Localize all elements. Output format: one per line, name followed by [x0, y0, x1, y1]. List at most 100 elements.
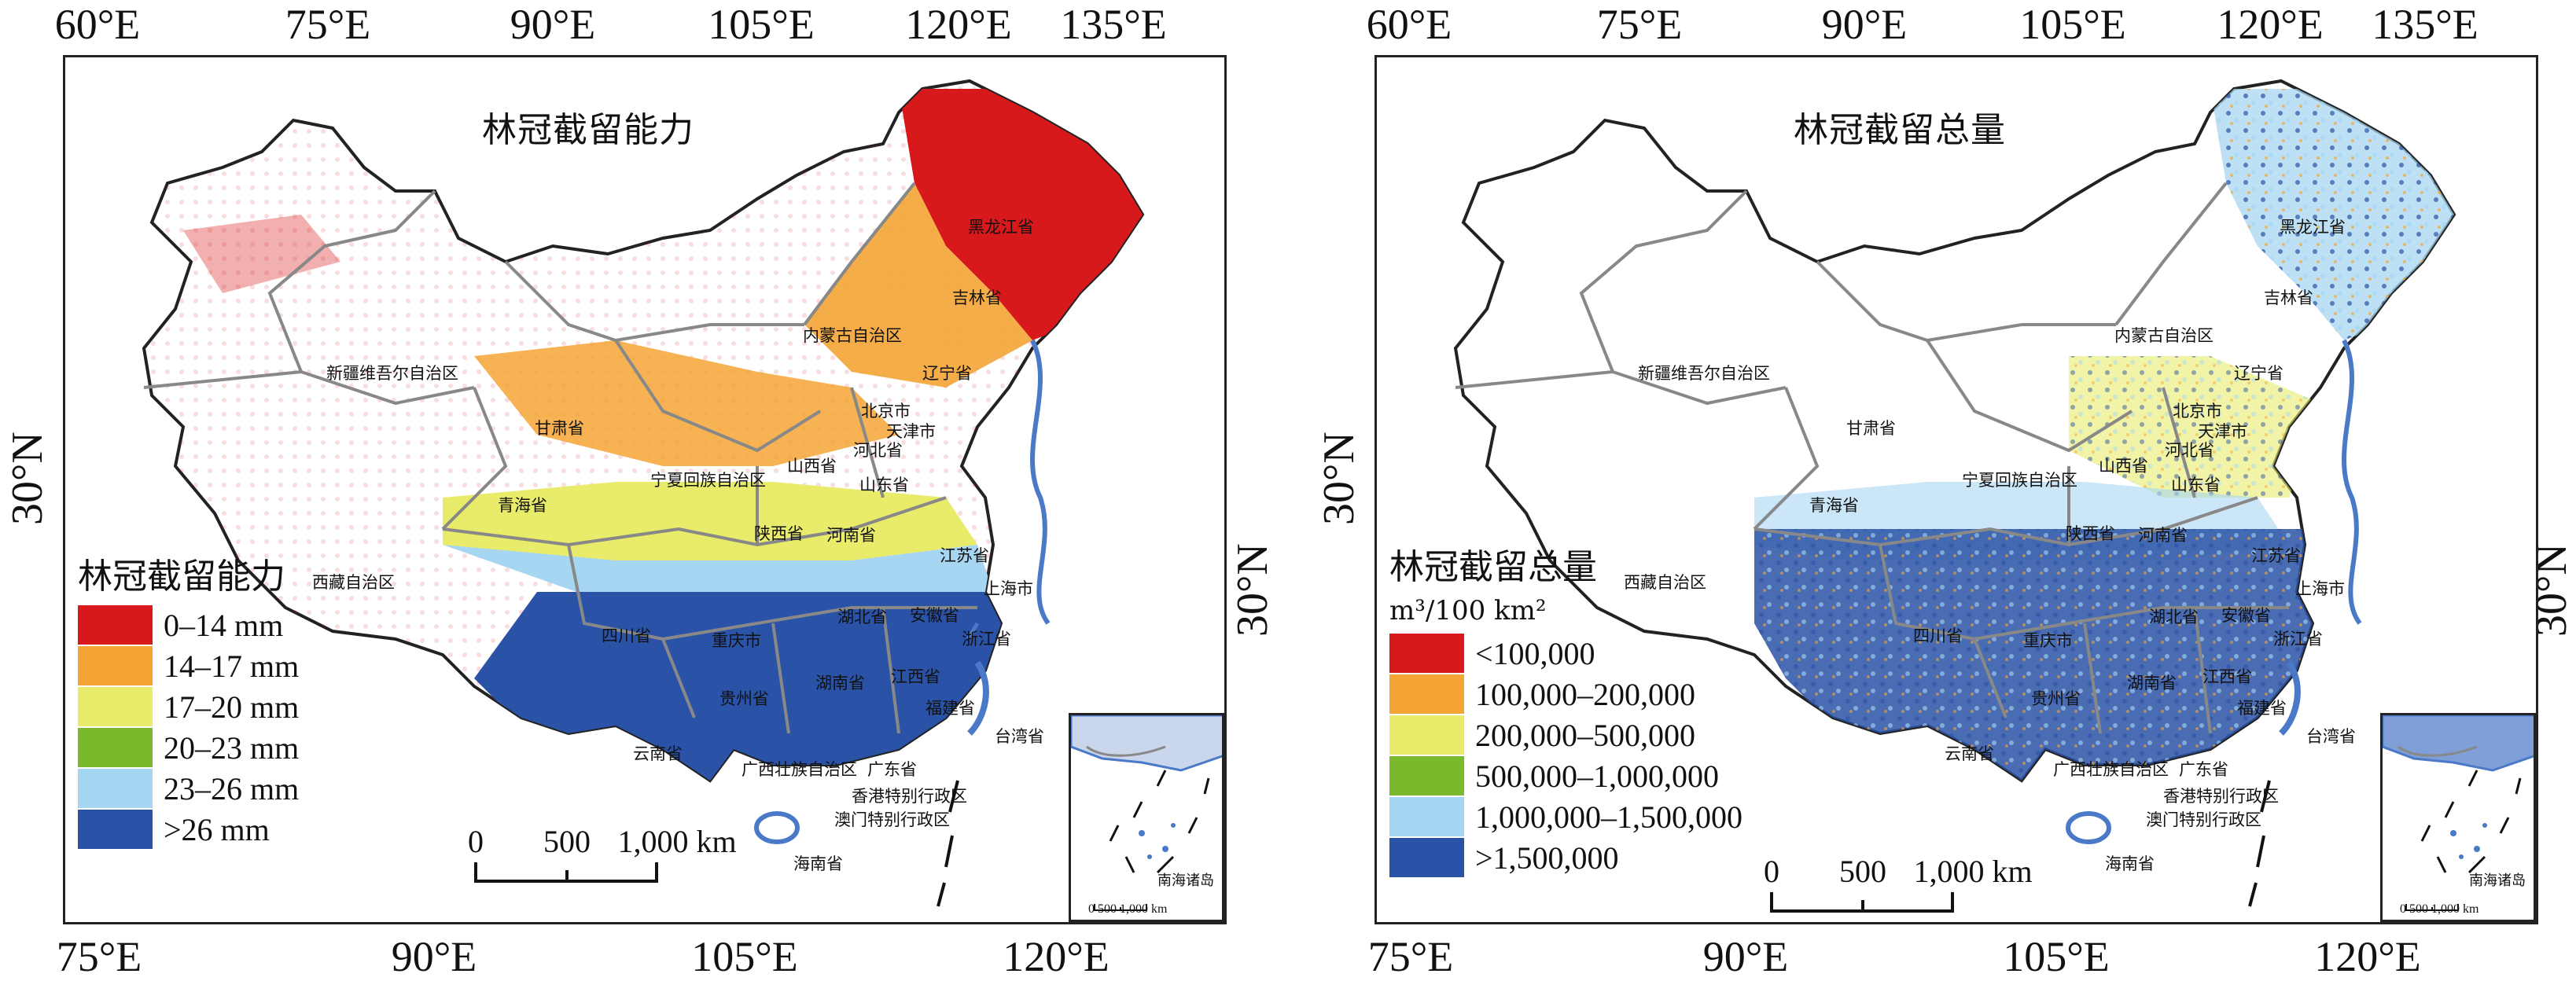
legend-title: 林冠截留能力	[78, 557, 285, 597]
province-label: 台湾省	[995, 727, 1044, 746]
scale-bar-line	[474, 862, 658, 883]
map-legend: 林冠截留能力 0–14 mm 14–17 mm 17–20 mm 20–23 m…	[78, 548, 299, 850]
province-label: 辽宁省	[922, 364, 972, 383]
province-label: 山西省	[787, 457, 837, 476]
lon-tick-bottom: 75°E	[1367, 933, 1454, 980]
legend-label: <100,000	[1475, 635, 1595, 671]
legend-swatch	[78, 769, 153, 808]
province-label: 四川省	[602, 626, 651, 645]
province-label: 黑龙江省	[2280, 218, 2346, 237]
map-title: 林冠截留总量	[1794, 110, 2006, 150]
province-label: 福建省	[2237, 699, 2287, 718]
legend-swatch	[1389, 756, 1464, 795]
legend-label: 1,000,000–1,500,000	[1475, 799, 1742, 835]
legend-item: >1,500,000	[1389, 837, 1742, 878]
province-label: 广西壮族自治区	[2053, 760, 2169, 779]
province-label: 浙江省	[962, 630, 1011, 648]
legend-label: 100,000–200,000	[1475, 676, 1695, 712]
province-label: 河北省	[2165, 441, 2214, 460]
province-label: 宁夏回族自治区	[650, 471, 766, 490]
province-label: 江西省	[2202, 667, 2252, 686]
legend-swatch	[78, 728, 153, 767]
province-label: 新疆维吾尔自治区	[326, 364, 458, 383]
province-label: 北京市	[861, 402, 911, 421]
lon-tick-bottom: 105°E	[2003, 933, 2110, 980]
province-label: 海南省	[793, 854, 843, 873]
scale-label: 500	[1839, 854, 1886, 889]
province-label: 香港特别行政区	[2163, 787, 2279, 806]
legend-item: 1,000,000–1,500,000	[1389, 796, 1742, 837]
province-label: 山西省	[2099, 457, 2148, 476]
province-label: 贵州省	[719, 689, 769, 708]
lon-tick-bottom: 120°E	[2314, 933, 2421, 980]
legend-swatch	[1389, 838, 1464, 877]
map-frame: 林冠截留总量 黑龙江省 吉林省 辽宁省 内蒙古自治区 新疆维吾尔自治区 甘肃省 …	[1374, 55, 2538, 924]
inset-map	[2383, 715, 2534, 911]
province-label: 内蒙古自治区	[803, 326, 902, 345]
province-label: 天津市	[2198, 422, 2247, 441]
province-label: 台湾省	[2306, 727, 2356, 746]
scale-label: 0	[468, 824, 484, 859]
province-label: 重庆市	[712, 631, 761, 650]
province-label: 河南省	[2138, 526, 2188, 545]
south-china-sea-inset: 南海诸岛 0 500 1,000 km	[2380, 713, 2536, 922]
province-label: 山东省	[859, 476, 909, 494]
province-label: 河北省	[853, 441, 903, 460]
legend-label: 17–20 mm	[164, 689, 300, 725]
inset-scale: 0 500 1,000 km	[2400, 902, 2479, 916]
legend-unit: m³/100 km²	[1389, 595, 1547, 626]
province-label: 海南省	[2105, 854, 2155, 873]
province-label: 湖南省	[2127, 674, 2177, 693]
lat-tick-left: 30°N	[3, 432, 52, 525]
lon-tick-top: 135°E	[2372, 1, 2478, 48]
lon-tick-bottom: 90°E	[391, 933, 477, 980]
scale-label: 1,000 km	[617, 824, 737, 859]
lon-tick-top: 105°E	[708, 1, 815, 48]
lon-tick-top: 105°E	[2019, 1, 2126, 48]
lat-tick-right: 30°N	[1228, 543, 1277, 637]
province-label: 吉林省	[2264, 288, 2313, 307]
scale-bar-line	[1770, 892, 1954, 913]
province-label: 湖南省	[815, 674, 865, 693]
lon-tick-top: 60°E	[1366, 1, 1452, 48]
scale-label: 500	[543, 824, 591, 859]
south-china-sea-inset: 南海诸岛 0 500 1,000 km	[1069, 713, 1224, 922]
lon-tick-top: 75°E	[1596, 1, 1683, 48]
legend-label: 500,000–1,000,000	[1475, 758, 1719, 794]
province-label: 湖北省	[837, 608, 887, 626]
legend-item: 200,000–500,000	[1389, 715, 1742, 755]
lon-tick-top: 90°E	[510, 1, 596, 48]
legend-label: >26 mm	[164, 811, 270, 847]
legend-item: <100,000	[1389, 633, 1742, 674]
map-frame: 林冠截留能力 黑龙江省 吉林省 辽宁省 内蒙古自治区 新疆维吾尔自治区 甘肃省 …	[63, 55, 1227, 924]
province-label: 陕西省	[2066, 524, 2115, 543]
china-map	[1453, 79, 2456, 907]
province-label: 江苏省	[940, 546, 989, 565]
province-label: 北京市	[2173, 402, 2222, 421]
province-label: 江西省	[891, 667, 940, 686]
lon-tick-bottom: 75°E	[56, 933, 142, 980]
scale-label: 0	[1764, 854, 1779, 889]
legend-item: 14–17 mm	[78, 645, 299, 686]
province-label: 广东省	[2179, 760, 2228, 779]
legend-swatch	[1389, 797, 1464, 836]
province-label: 黑龙江省	[968, 218, 1034, 237]
legend-item: 100,000–200,000	[1389, 674, 1742, 715]
province-label: 青海省	[1809, 496, 1859, 515]
province-label: 广西壮族自治区	[742, 760, 857, 779]
legend-swatch	[78, 810, 153, 849]
province-label: 云南省	[633, 744, 683, 763]
legend-item: 0–14 mm	[78, 604, 299, 645]
legend-label: 200,000–500,000	[1475, 717, 1695, 753]
province-label: 澳门特别行政区	[2146, 810, 2261, 829]
inset-label: 南海诸岛	[2469, 873, 2526, 889]
legend-swatch	[1389, 715, 1464, 755]
lon-tick-top: 135°E	[1060, 1, 1167, 48]
province-label: 安徽省	[2221, 606, 2271, 625]
province-label: 青海省	[498, 496, 547, 515]
province-label: 吉林省	[952, 288, 1002, 307]
legend-item: 23–26 mm	[78, 768, 299, 809]
legend-item: 20–23 mm	[78, 727, 299, 768]
province-label: 安徽省	[910, 606, 959, 625]
province-label: 天津市	[886, 422, 936, 441]
